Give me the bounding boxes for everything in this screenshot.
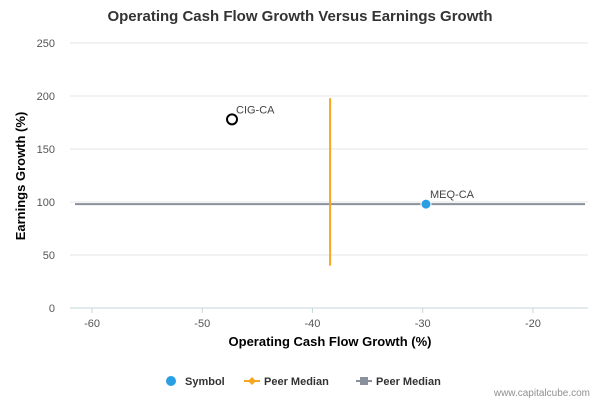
- x-tick-label: -50: [194, 318, 210, 330]
- tick-labels: 0 50 100 150 200 250 -60 -50 -40 -30 -20: [37, 38, 541, 330]
- y-tick-label: 50: [43, 250, 55, 262]
- x-tick-label: -60: [84, 318, 100, 330]
- data-points: CIG-CA MEQ-CA: [226, 104, 475, 210]
- y-tick-label: 250: [37, 38, 55, 50]
- legend-item: Symbol: [166, 376, 225, 388]
- data-point-meq-ca: [420, 198, 432, 210]
- x-tick-label: -40: [305, 318, 321, 330]
- grid-lines: [70, 42, 588, 256]
- peer-median-lines: [75, 98, 585, 266]
- y-tick-label: 100: [37, 197, 55, 209]
- y-tick-label: 0: [49, 303, 55, 315]
- credit-text: www.capitalcube.com: [493, 388, 590, 399]
- data-point-cig-ca: [226, 113, 239, 126]
- y-axis-title: Earnings Growth (%): [13, 112, 28, 241]
- x-tick-label: -30: [415, 318, 431, 330]
- x-tick-label: -20: [525, 318, 541, 330]
- legend-label: Symbol: [185, 376, 225, 388]
- x-axis-title: Operating Cash Flow Growth (%): [229, 334, 432, 349]
- data-point-label: CIG-CA: [236, 104, 275, 116]
- legend-item: Peer Median: [244, 376, 329, 388]
- legend-label: Peer Median: [376, 376, 441, 388]
- legend-diamond-marker: [248, 377, 256, 385]
- legend: Symbol Peer Median Peer Median: [166, 376, 441, 388]
- legend-item: Peer Median: [356, 376, 441, 388]
- legend-symbol-marker: [166, 376, 176, 386]
- chart-title: Operating Cash Flow Growth Versus Earnin…: [107, 8, 492, 25]
- data-point-label: MEQ-CA: [430, 189, 475, 201]
- legend-label: Peer Median: [264, 376, 329, 388]
- y-tick-label: 150: [37, 144, 55, 156]
- y-tick-label: 200: [37, 91, 55, 103]
- legend-square-marker: [360, 377, 368, 385]
